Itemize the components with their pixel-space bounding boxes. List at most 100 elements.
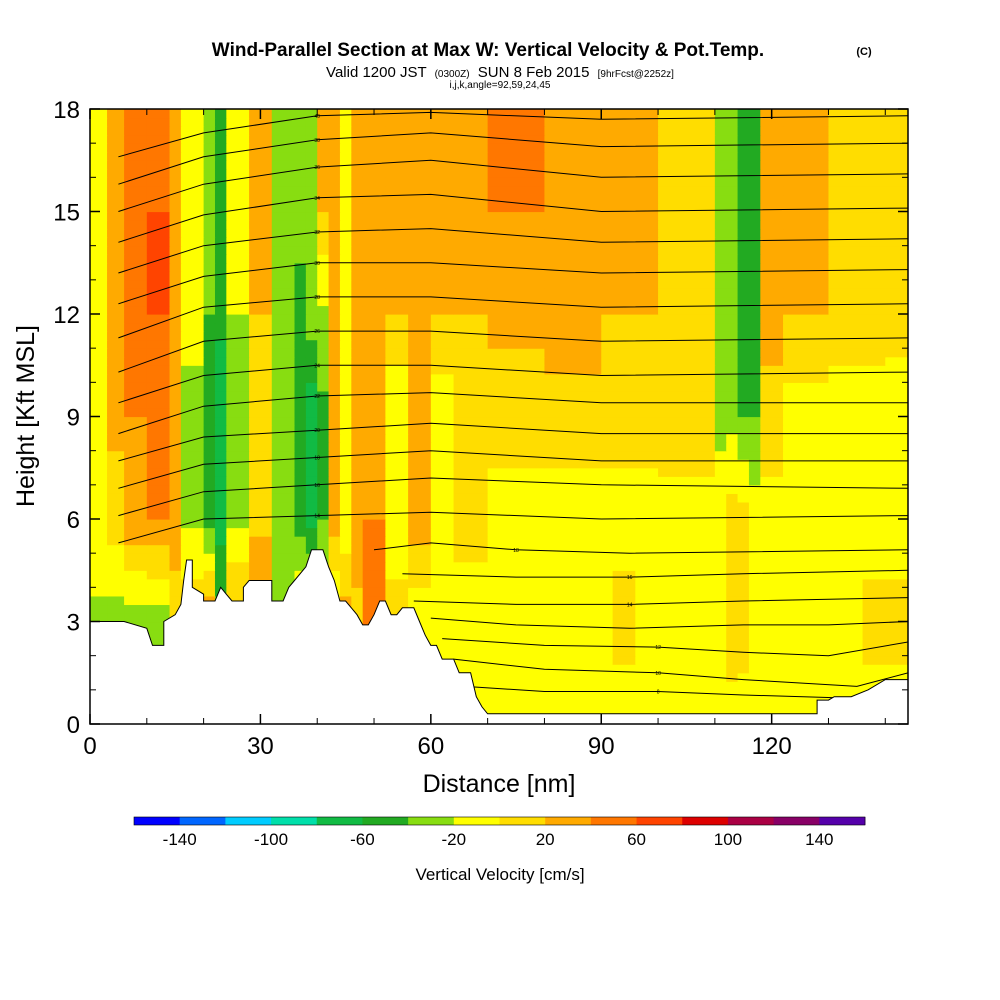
velocity-cell bbox=[748, 604, 830, 614]
velocity-cell bbox=[271, 194, 296, 204]
velocity-cell bbox=[339, 442, 352, 452]
velocity-cell bbox=[487, 160, 546, 170]
velocity-cell bbox=[180, 109, 205, 119]
velocity-cell bbox=[203, 536, 216, 546]
velocity-cell bbox=[305, 271, 318, 281]
colorbar-tick-label: -20 bbox=[442, 830, 467, 849]
velocity-cell bbox=[453, 621, 500, 631]
velocity-cell bbox=[214, 245, 227, 255]
velocity-cell bbox=[748, 501, 761, 512]
velocity-cell bbox=[408, 484, 432, 494]
velocity-cell bbox=[601, 220, 659, 230]
velocity-cell bbox=[601, 339, 659, 349]
velocity-cell bbox=[828, 202, 908, 213]
velocity-cell bbox=[124, 126, 148, 136]
velocity-cell bbox=[714, 390, 739, 401]
velocity-cell bbox=[385, 587, 409, 597]
velocity-cell bbox=[828, 553, 864, 563]
velocity-cell bbox=[351, 305, 364, 315]
velocity-cell bbox=[362, 305, 386, 315]
velocity-cell bbox=[226, 425, 250, 435]
velocity-cell bbox=[783, 382, 830, 392]
velocity-cell bbox=[107, 476, 125, 486]
velocity-cell bbox=[748, 553, 830, 563]
velocity-cell bbox=[203, 365, 216, 375]
velocity-cell bbox=[203, 416, 216, 426]
velocity-cell bbox=[658, 501, 716, 512]
velocity-cell bbox=[748, 442, 761, 452]
velocity-cell bbox=[214, 211, 227, 221]
velocity-cell bbox=[737, 331, 761, 341]
velocity-cell bbox=[726, 561, 750, 571]
velocity-cell bbox=[828, 279, 908, 289]
subtitle-date: SUN 8 Feb 2015 bbox=[478, 64, 590, 81]
velocity-cell bbox=[601, 288, 659, 298]
velocity-cell bbox=[294, 339, 307, 349]
velocity-cell bbox=[408, 407, 432, 418]
velocity-cell bbox=[339, 356, 352, 366]
velocity-cell bbox=[487, 595, 500, 606]
velocity-cell bbox=[146, 279, 171, 289]
theta-contour bbox=[442, 638, 908, 657]
velocity-cell bbox=[124, 314, 148, 324]
velocity-cell bbox=[146, 168, 171, 178]
velocity-cell bbox=[760, 271, 784, 281]
velocity-cell bbox=[612, 655, 636, 665]
velocity-cell bbox=[487, 382, 546, 392]
velocity-cell bbox=[760, 467, 784, 477]
velocity-cell bbox=[180, 442, 205, 452]
velocity-cell bbox=[146, 314, 171, 324]
velocity-cell bbox=[714, 630, 727, 640]
velocity-cell bbox=[658, 433, 716, 443]
velocity-cell bbox=[226, 117, 250, 127]
velocity-cell bbox=[249, 442, 273, 452]
velocity-cell bbox=[294, 305, 307, 315]
velocity-cell bbox=[430, 305, 455, 315]
velocity-cell bbox=[107, 271, 125, 281]
velocity-cell bbox=[180, 314, 205, 324]
theta-contour-label: 16 bbox=[314, 483, 320, 489]
velocity-cell bbox=[124, 527, 148, 537]
velocity-cell bbox=[90, 476, 108, 486]
velocity-cell bbox=[226, 493, 250, 503]
velocity-cell bbox=[169, 595, 182, 606]
velocity-cell bbox=[271, 185, 296, 196]
velocity-cell bbox=[169, 356, 182, 366]
velocity-cell bbox=[737, 126, 761, 136]
velocity-cell bbox=[169, 484, 182, 494]
velocity-cell bbox=[146, 450, 171, 460]
velocity-cell bbox=[748, 536, 830, 546]
velocity-cell bbox=[601, 271, 659, 281]
velocity-cell bbox=[828, 501, 886, 512]
velocity-cell bbox=[487, 373, 546, 383]
velocity-cell bbox=[169, 459, 182, 469]
velocity-cell bbox=[658, 544, 727, 554]
velocity-cell bbox=[430, 647, 455, 657]
velocity-cell bbox=[453, 604, 489, 614]
velocity-cell bbox=[124, 382, 148, 392]
velocity-cell bbox=[783, 476, 830, 486]
velocity-cell bbox=[180, 476, 205, 486]
velocity-cell bbox=[737, 476, 750, 486]
velocity-cell bbox=[226, 578, 250, 588]
velocity-cell bbox=[430, 501, 455, 512]
velocity-cell bbox=[294, 510, 307, 520]
velocity-cell bbox=[226, 433, 250, 443]
velocity-cell bbox=[748, 433, 761, 443]
velocity-cell bbox=[226, 476, 250, 486]
velocity-cell bbox=[124, 416, 148, 426]
velocity-cell bbox=[714, 664, 727, 674]
velocity-cell bbox=[430, 425, 455, 435]
velocity-cell bbox=[146, 578, 171, 588]
velocity-cell bbox=[658, 399, 716, 409]
velocity-cell bbox=[203, 553, 216, 563]
velocity-cell bbox=[294, 536, 307, 546]
velocity-cell bbox=[385, 390, 409, 401]
velocity-cell bbox=[107, 553, 125, 563]
velocity-cell bbox=[408, 151, 432, 161]
velocity-cell bbox=[305, 211, 318, 221]
velocity-cell bbox=[90, 211, 108, 221]
velocity-cell bbox=[271, 373, 296, 383]
velocity-cell bbox=[430, 356, 455, 366]
velocity-cell bbox=[339, 322, 352, 332]
